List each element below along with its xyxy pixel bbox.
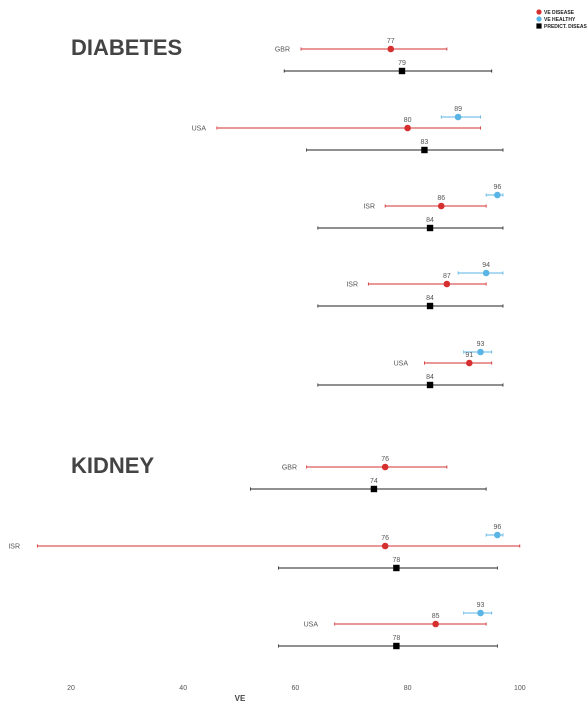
point-estimate xyxy=(437,202,445,210)
point-estimate xyxy=(494,191,501,199)
point-estimate xyxy=(426,302,434,310)
point-estimate xyxy=(432,620,439,628)
x-tick-label: 20 xyxy=(67,685,75,692)
group-gbr: GBR 76 74 xyxy=(250,456,487,493)
value-label: 96 xyxy=(493,184,501,191)
point-estimate xyxy=(387,45,395,53)
point-estimate xyxy=(477,348,484,356)
country-label: USA xyxy=(192,126,207,133)
country-label: GBR xyxy=(282,465,297,472)
value-label: 87 xyxy=(443,273,451,280)
point-estimate xyxy=(477,609,484,617)
point-estimate xyxy=(393,642,400,650)
point-estimate xyxy=(494,531,501,539)
point-estimate xyxy=(381,463,389,471)
x-tick-label: 100 xyxy=(514,685,526,692)
group-isr: ISR 96 86 84 xyxy=(317,184,504,232)
country-label: ISR xyxy=(363,204,375,211)
x-axis: 20 40 60 80 100 VE xyxy=(67,685,526,703)
x-tick-label: 80 xyxy=(404,685,412,692)
point-estimate xyxy=(421,146,428,154)
plot-sections: DIABETES GBR 77 79 USA 89 80 83 ISR 96 86 84 ISR 94 87… xyxy=(8,35,521,650)
country-label: USA xyxy=(304,622,319,629)
value-label: 93 xyxy=(477,341,485,348)
value-label: 83 xyxy=(421,139,429,146)
value-label: 89 xyxy=(454,106,462,113)
legend-label: VE DISEASE xyxy=(544,10,575,16)
x-tick-label: 60 xyxy=(292,685,300,692)
value-label: 74 xyxy=(370,478,378,485)
group-gbr: GBR 77 79 xyxy=(275,38,493,75)
section-title: KIDNEY xyxy=(71,453,154,478)
value-label: 84 xyxy=(426,374,434,381)
point-estimate xyxy=(482,269,490,277)
point-estimate xyxy=(466,359,473,367)
value-label: 91 xyxy=(465,352,473,359)
legend-marker xyxy=(536,16,542,22)
country-label: ISR xyxy=(8,544,20,551)
point-estimate xyxy=(398,67,406,75)
legend-marker xyxy=(536,9,542,15)
legend-label: PREDICT. DISEASE xyxy=(544,24,587,30)
value-label: 76 xyxy=(381,535,389,542)
point-estimate xyxy=(426,381,434,389)
country-label: USA xyxy=(394,361,409,368)
x-axis-label: VE xyxy=(235,694,246,703)
value-label: 77 xyxy=(387,38,395,45)
section-title: DIABETES xyxy=(71,35,182,60)
value-label: 79 xyxy=(398,60,406,67)
value-label: 86 xyxy=(437,195,445,202)
country-label: ISR xyxy=(346,282,358,289)
point-estimate xyxy=(404,124,411,132)
point-estimate xyxy=(426,224,434,232)
value-label: 84 xyxy=(426,217,434,224)
point-estimate xyxy=(443,280,451,288)
group-usa: USA 93 85 78 xyxy=(278,602,498,650)
point-estimate xyxy=(370,485,378,493)
point-estimate xyxy=(393,564,400,572)
value-label: 96 xyxy=(493,524,501,531)
group-isr: ISR 94 87 84 xyxy=(317,262,504,310)
country-label: GBR xyxy=(275,47,290,54)
point-estimate xyxy=(454,113,462,121)
value-label: 93 xyxy=(477,602,485,609)
value-label: 78 xyxy=(392,635,400,642)
value-label: 78 xyxy=(392,557,400,564)
value-label: 80 xyxy=(404,117,412,124)
value-label: 84 xyxy=(426,295,434,302)
x-tick-label: 40 xyxy=(179,685,187,692)
group-isr: ISR 96 76 78 xyxy=(8,524,521,572)
legend-marker xyxy=(536,23,542,29)
group-usa: USA 93 91 84 xyxy=(317,341,504,389)
legend-label: VE HEALTHY xyxy=(544,17,576,23)
value-label: 76 xyxy=(381,456,389,463)
value-label: 85 xyxy=(432,613,440,620)
value-label: 94 xyxy=(482,262,490,269)
group-usa: USA 89 80 83 xyxy=(192,106,504,154)
point-estimate xyxy=(381,542,389,550)
